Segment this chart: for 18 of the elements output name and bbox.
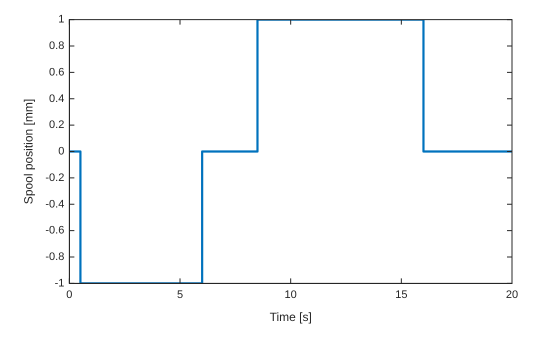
x-tick-label: 15 (395, 289, 408, 302)
y-tick-label: 0.2 (49, 119, 64, 132)
x-tick-label: 5 (176, 289, 184, 302)
y-tick-label: -0.8 (45, 251, 64, 264)
x-axis-title: Time [s] (270, 310, 312, 324)
x-tick-label: 10 (284, 289, 297, 302)
x-tick-label: 20 (506, 289, 518, 302)
y-tick-label: 0.8 (49, 40, 64, 52)
y-axis-title: Spool position [mm] (22, 98, 36, 204)
y-tick-label: 0 (58, 146, 64, 158)
y-tick-label: -1 (54, 277, 64, 290)
y-tick-label: 1 (58, 14, 64, 26)
y-tick-label: -0.4 (45, 198, 64, 210)
y-tick-label: 0.4 (49, 92, 64, 105)
y-tick-label: -0.2 (45, 172, 64, 184)
y-tick-label: -0.6 (45, 224, 64, 237)
y-tick-label: 0.6 (49, 66, 64, 78)
x-tick-label: 0 (66, 289, 72, 302)
